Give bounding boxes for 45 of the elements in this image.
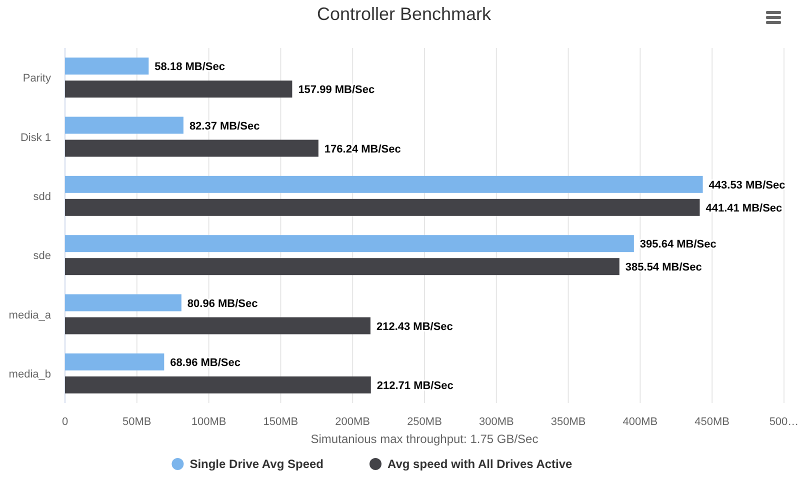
x-tick-label: 0 — [62, 416, 68, 428]
bar — [65, 376, 371, 394]
y-tick-label: sdd — [33, 190, 51, 203]
x-tick-label: 100MB — [191, 416, 226, 428]
x-tick-label: 500… — [769, 416, 799, 428]
y-tick-label: media_a — [8, 309, 52, 322]
x-axis-title: Simutanious max throughput: 1.75 GB/Sec — [310, 432, 538, 446]
bar — [65, 198, 700, 216]
x-tick-label: 50MB — [122, 416, 152, 428]
data-label: 68.96 MB/Sec — [170, 356, 240, 369]
data-label: 82.37 MB/Sec — [189, 120, 260, 132]
x-tick-label: 200MB — [335, 416, 370, 428]
y-tick-label: Parity — [22, 72, 52, 85]
data-label: 212.43 MB/Sec — [376, 320, 453, 333]
bar — [65, 140, 318, 157]
x-tick-label: 150MB — [263, 416, 298, 428]
bar — [65, 80, 292, 98]
data-label: 58.18 MB/Sec — [154, 61, 225, 74]
bar — [65, 353, 164, 370]
bar — [65, 116, 184, 134]
data-label: 385.54 MB/Sec — [625, 262, 702, 274]
chart-title: Controller Benchmark — [316, 4, 492, 24]
bar — [65, 235, 634, 252]
bar — [65, 258, 620, 276]
bar — [65, 176, 703, 193]
y-tick-label: sde — [33, 250, 51, 262]
data-label: 441.41 MB/Sec — [706, 202, 782, 214]
bar — [65, 58, 149, 75]
data-label: 157.99 MB/Sec — [298, 84, 375, 96]
data-label: 443.53 MB/Sec — [708, 179, 786, 192]
x-tick-label: 400MB — [622, 416, 658, 428]
x-tick-label: 350MB — [550, 416, 586, 428]
legend-label: Single Drive Avg Speed — [190, 457, 324, 471]
bar — [65, 294, 182, 312]
data-label: 212.71 MB/Sec — [376, 380, 454, 392]
bar — [65, 317, 370, 334]
data-label: 395.64 MB/Sec — [640, 238, 716, 251]
y-tick-label: media_b — [8, 368, 51, 380]
data-label: 176.24 MB/Sec — [324, 143, 401, 156]
y-tick-label: Disk 1 — [20, 132, 51, 144]
x-tick-label: 250MB — [407, 416, 442, 428]
legend-label: Avg speed with All Drives Active — [388, 457, 573, 471]
x-tick-label: 450MB — [694, 416, 730, 428]
x-tick-label: 300MB — [478, 416, 514, 428]
data-label: 80.96 MB/Sec — [187, 298, 258, 310]
